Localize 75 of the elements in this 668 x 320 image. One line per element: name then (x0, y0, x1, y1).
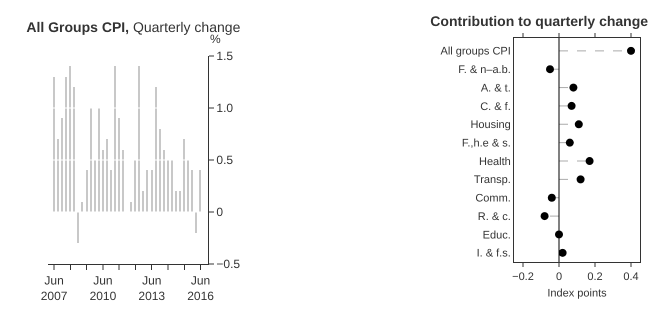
bar (110, 170, 112, 212)
bar (61, 118, 63, 212)
bar (159, 129, 161, 212)
bar (183, 139, 185, 212)
bar (199, 170, 201, 212)
point (574, 120, 583, 128)
point (576, 175, 585, 184)
y-tick-label: 0.5 (216, 153, 234, 168)
bar (65, 77, 67, 212)
y-tick-label: All groups CPI (440, 46, 511, 58)
y-tick-label: Transp. (474, 174, 511, 186)
bar (191, 170, 193, 212)
point (569, 84, 578, 92)
bar (179, 191, 181, 212)
x-tick-label: 0.4 (623, 271, 639, 284)
bar (175, 191, 177, 212)
bar (195, 212, 197, 233)
point (540, 212, 549, 220)
x-tick-label: Jun 2007 (40, 273, 68, 303)
bar (69, 66, 71, 212)
y-tick-label: 1.0 (216, 101, 234, 116)
bar (86, 170, 88, 212)
bar (90, 108, 92, 212)
y-tick-label: A. & t. (480, 82, 511, 94)
y-tick-label: Educ. (482, 229, 511, 242)
y-tick-label: F. & n–a.b. (458, 64, 511, 76)
bar (53, 77, 55, 212)
bar (187, 160, 189, 212)
bar (151, 170, 153, 212)
bar (73, 87, 75, 212)
x-tick-label: Jun 2010 (90, 273, 117, 303)
bar (118, 118, 120, 212)
bar (171, 160, 173, 212)
x-tick-label: Jun 2013 (138, 273, 166, 303)
y-tick-label: F.,h.e & s. (462, 138, 511, 150)
x-tick-label: Jun 2016 (187, 273, 214, 303)
y-tick-label: Health (479, 156, 511, 168)
y-tick-label: R. & c. (478, 210, 511, 223)
bar (138, 66, 140, 212)
x-tick-label: 0 (556, 271, 562, 284)
bar (134, 160, 136, 212)
bar (81, 202, 83, 212)
bar (114, 66, 116, 212)
bar (102, 150, 104, 212)
bar (94, 160, 96, 212)
y-tick-label: −0.5 (216, 257, 240, 272)
chart-title: Contribution to quarterly change (430, 12, 648, 29)
bar (106, 139, 108, 212)
bar (155, 87, 157, 212)
point (627, 46, 635, 55)
y-tick-label: 0 (216, 205, 224, 220)
x-tick-label: −0.2 (512, 271, 534, 284)
y-tick-label: I. & f.s. (476, 248, 511, 260)
x-axis-title: Index points (547, 287, 608, 300)
y-tick-label: Comm. (475, 192, 511, 205)
point (586, 157, 594, 166)
bar (57, 139, 59, 212)
bar (163, 150, 165, 212)
point (566, 138, 574, 147)
y-tick-label: C. & f. (480, 100, 511, 113)
bar (130, 202, 132, 212)
point (546, 65, 554, 74)
chart-title: All Groups CPI, (26, 19, 130, 36)
point (568, 102, 576, 110)
bar (142, 191, 144, 212)
y-tick-label: Housing (470, 119, 511, 132)
point (558, 248, 567, 257)
y-tick-label: 1.5 (216, 49, 234, 64)
bar (146, 170, 148, 212)
point (548, 194, 556, 202)
bar (77, 212, 79, 243)
bar (167, 160, 169, 212)
x-tick-label: 0.2 (587, 271, 603, 284)
bar (122, 150, 124, 212)
bar (98, 108, 100, 212)
